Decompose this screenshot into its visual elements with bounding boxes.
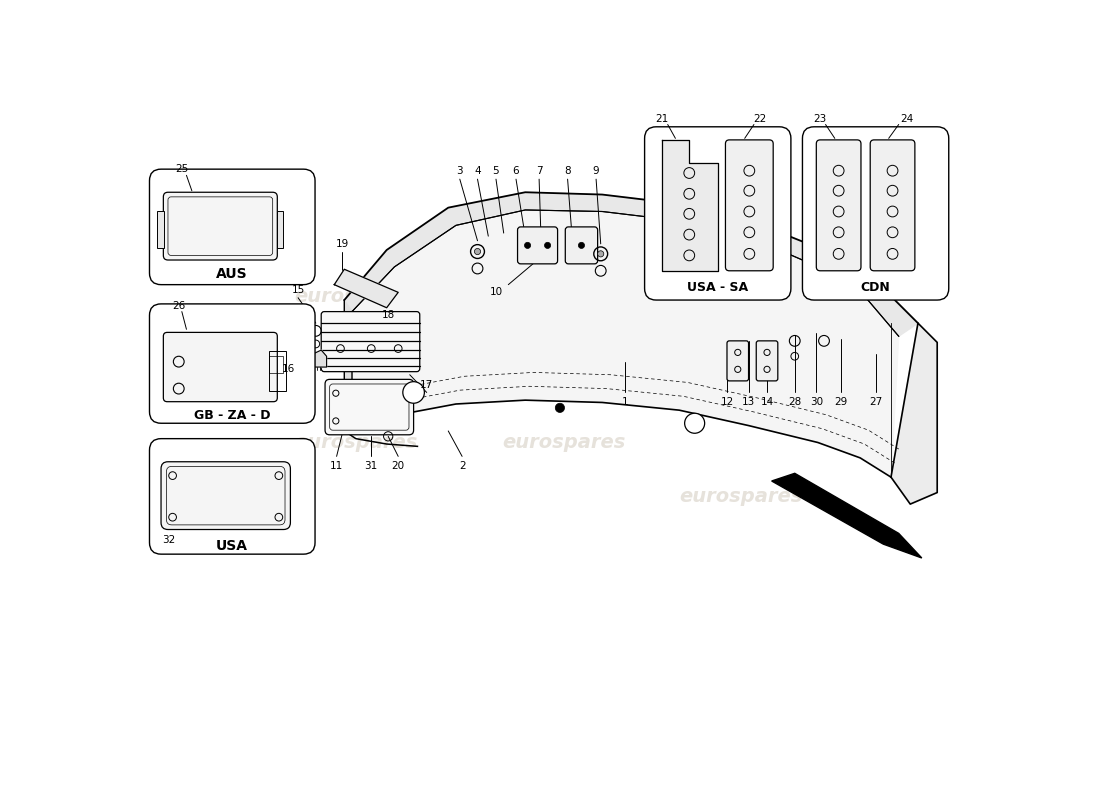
Text: 32: 32 [162, 535, 175, 546]
FancyBboxPatch shape [161, 462, 290, 530]
FancyBboxPatch shape [726, 140, 773, 270]
Text: 11: 11 [330, 461, 343, 470]
Polygon shape [308, 350, 327, 367]
Text: 17: 17 [420, 380, 433, 390]
Text: eurospares: eurospares [502, 433, 626, 452]
Text: eurospares: eurospares [679, 256, 803, 275]
Text: USA: USA [216, 539, 248, 554]
Text: 26: 26 [172, 302, 186, 311]
Circle shape [544, 242, 551, 249]
Polygon shape [772, 474, 922, 558]
Text: 20: 20 [392, 461, 405, 470]
Text: 1: 1 [621, 397, 629, 406]
Text: USA - SA: USA - SA [688, 282, 748, 294]
Circle shape [474, 249, 481, 254]
Text: 10: 10 [490, 287, 503, 298]
Circle shape [403, 382, 425, 403]
FancyBboxPatch shape [727, 341, 749, 381]
Text: 5: 5 [493, 166, 499, 177]
Circle shape [684, 414, 705, 434]
Text: 15: 15 [292, 285, 305, 295]
Text: 22: 22 [754, 114, 767, 124]
Bar [157, 210, 164, 248]
Polygon shape [352, 210, 899, 477]
FancyBboxPatch shape [150, 169, 315, 285]
Text: 8: 8 [564, 166, 571, 177]
Text: CDN: CDN [860, 282, 891, 294]
Text: 27: 27 [869, 397, 882, 406]
Text: 7: 7 [536, 166, 542, 177]
Text: 18: 18 [382, 310, 395, 321]
FancyBboxPatch shape [163, 192, 277, 260]
Text: 24: 24 [900, 114, 913, 124]
Text: 14: 14 [760, 397, 773, 406]
Text: eurospares: eurospares [679, 487, 803, 506]
Text: 12: 12 [720, 397, 734, 406]
Text: 16: 16 [282, 364, 295, 374]
Text: 6: 6 [513, 166, 519, 177]
Text: 3: 3 [456, 166, 463, 177]
Bar [268, 351, 286, 391]
Circle shape [556, 403, 564, 413]
Polygon shape [891, 323, 937, 504]
Text: 23: 23 [813, 114, 826, 124]
FancyBboxPatch shape [150, 304, 315, 423]
FancyBboxPatch shape [517, 227, 558, 264]
Text: eurospares: eurospares [294, 286, 418, 306]
Text: AUS: AUS [216, 267, 248, 281]
FancyBboxPatch shape [870, 140, 915, 270]
FancyBboxPatch shape [163, 332, 277, 402]
Text: 21: 21 [654, 114, 668, 124]
Text: 30: 30 [810, 397, 823, 406]
Text: eurospares: eurospares [502, 286, 626, 306]
FancyBboxPatch shape [816, 140, 861, 270]
Polygon shape [334, 270, 398, 308]
Polygon shape [661, 140, 717, 270]
FancyBboxPatch shape [565, 227, 597, 264]
Text: 31: 31 [364, 461, 378, 470]
Text: eurospares: eurospares [294, 433, 418, 452]
Text: 28: 28 [788, 397, 802, 406]
Text: GB - ZA - D: GB - ZA - D [194, 409, 271, 422]
Circle shape [597, 250, 604, 257]
FancyBboxPatch shape [757, 341, 778, 381]
Text: 29: 29 [834, 397, 848, 406]
Circle shape [579, 242, 584, 249]
Text: 19: 19 [336, 239, 349, 249]
Bar [268, 356, 283, 373]
FancyBboxPatch shape [645, 127, 791, 300]
Text: 25: 25 [175, 164, 188, 174]
FancyBboxPatch shape [802, 127, 948, 300]
Polygon shape [344, 300, 352, 431]
Text: 2: 2 [459, 461, 465, 470]
FancyBboxPatch shape [326, 379, 414, 435]
Text: 13: 13 [741, 397, 756, 406]
Bar [276, 210, 284, 248]
FancyBboxPatch shape [150, 438, 315, 554]
Circle shape [525, 242, 530, 249]
Polygon shape [344, 192, 917, 336]
Bar [321, 312, 420, 372]
Text: 4: 4 [474, 166, 481, 177]
Text: 9: 9 [593, 166, 600, 177]
